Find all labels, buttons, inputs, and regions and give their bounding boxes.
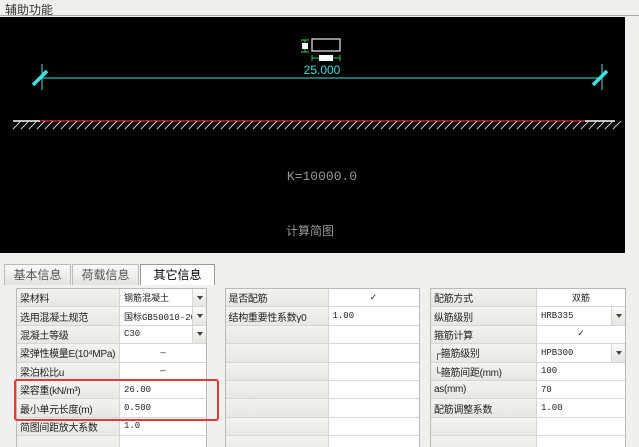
svg-text:计算简图: 计算简图: [286, 223, 334, 238]
svg-text:K=10000.0: K=10000.0: [287, 169, 357, 184]
svg-text:25.000: 25.000: [304, 63, 341, 77]
